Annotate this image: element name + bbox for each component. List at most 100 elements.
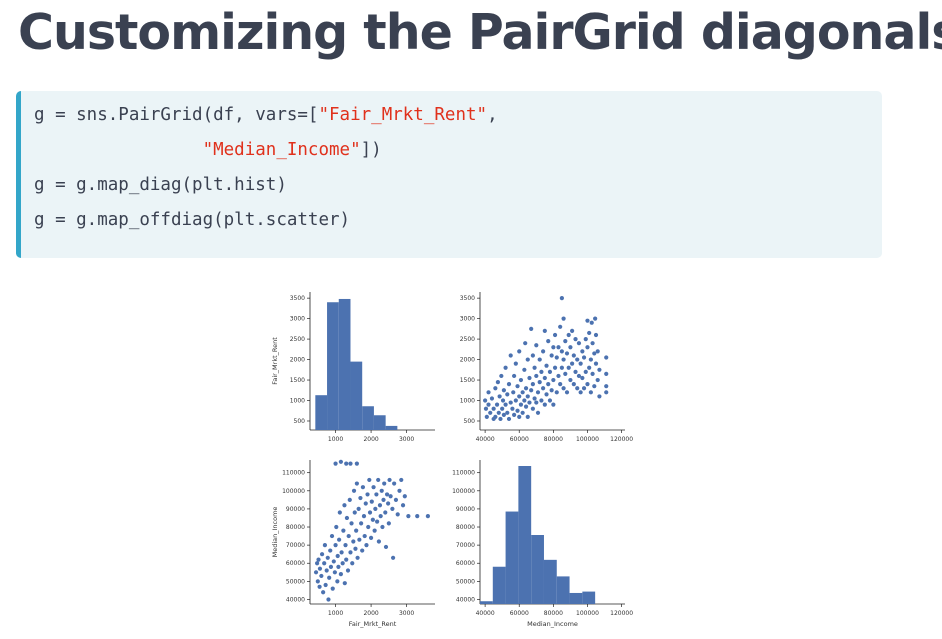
top-right-scatter-point [529,326,534,331]
top-right-scatter-point [563,339,568,344]
top-right-scatter-point [513,361,518,366]
bottom-right-y-tick-label: 70000 [456,542,475,549]
bottom-left-scatter-point [386,521,391,526]
bottom-left-scatter-point [316,557,321,562]
top-right-scatter-point [542,328,547,334]
bottom-left-scatter-point [388,494,393,499]
bottom-left-scatter-point [363,501,368,506]
top-right-scatter-point [523,341,528,346]
top-left-hist-bar [385,425,398,430]
top-right-scatter-point [505,392,510,397]
bottom-left-scatter-point [335,579,340,584]
bottom-left-scatter-point [375,519,380,524]
top-right-scatter-point [556,345,561,350]
top-right-scatter-point [530,382,535,387]
top-right-scatter-point [517,349,522,354]
top-right-scatter-point [494,402,500,407]
top-right-scatter-point [585,382,590,387]
top-right-scatter-point [593,332,599,338]
top-right-scatter-point [587,330,592,336]
bottom-left-scatter-point [323,582,328,588]
bottom-left-scatter-point [360,485,366,490]
top-right-scatter-point [496,410,501,415]
bottom-left-scatter-point [360,548,365,553]
bottom-left-scatter-point [317,566,323,571]
bottom-left-scatter-point [330,586,335,591]
top-right-scatter-point [571,382,576,387]
top-right-scatter-point [515,408,520,413]
top-right-scatter-point [551,402,556,407]
top-right-scatter-point [512,373,517,379]
bottom-left-y-tick-label: 70000 [286,542,305,549]
top-right-scatter-point [525,394,530,399]
bottom-left-x-tick-label: 1000 [328,610,343,617]
top-right-scatter-point [535,410,541,415]
top-right-scatter-point [511,390,516,395]
top-right-scatter-point [568,377,573,383]
top-right-scatter-point [593,361,599,366]
top-right-scatter-point [604,384,609,389]
top-right-scatter-point [503,402,508,407]
top-right-scatter-point [541,386,546,391]
top-right-scatter-point [549,353,554,358]
bottom-right-y-tick-label: 110000 [452,470,475,477]
top-right-scatter-point [551,377,556,383]
bottom-left-scatter-point [361,514,367,519]
top-right-scatter-point [593,316,598,321]
bottom-left-y-tick-label: 40000 [286,596,305,603]
bottom-left-scatter-point [348,550,353,555]
bottom-right-x-tick-label: 80000 [544,610,563,617]
top-right-scatter-point [544,392,549,397]
top-right-y-tick-label: 3500 [460,295,475,302]
bottom-left-scatter-point [397,488,402,493]
top-right-scatter-point [499,373,504,379]
top-right-scatter-point [501,412,506,417]
bottom-left-scatter-point [339,550,344,555]
top-right-scatter-point [486,390,491,395]
top-right-scatter-point [535,390,541,395]
bottom-left-scatter-point [369,499,374,504]
top-right-scatter-point [537,379,542,385]
top-right-scatter-point [489,396,495,401]
bottom-left-scatter-point [425,514,430,519]
top-right-scatter-point [493,414,498,419]
top-right-scatter-point [506,416,512,422]
top-right-scatter-point [595,349,600,354]
top-left-x-tick-label: 3000 [399,436,414,443]
top-right-scatter-point [604,390,609,395]
bottom-left-scatter-point [342,503,347,508]
top-right-scatter-point [544,363,549,368]
top-right-scatter-point [580,375,585,381]
top-right-scatter-point [484,414,489,419]
top-right-scatter-point [590,341,595,346]
top-right-scatter-point [493,386,498,391]
bottom-left-y-tick-label: 100000 [282,488,305,495]
bottom-left-scatter-point [349,521,354,526]
top-right-scatter-point [585,318,590,323]
top-right-scatter-point [575,386,580,391]
bottom-left-scatter-point [319,573,324,579]
top-right-scatter-point [552,332,558,338]
code-line-2: "Median_Income"]) [34,140,382,160]
top-left-hist-bar [327,302,339,430]
top-right-scatter-point [491,406,496,411]
top-right-scatter-point [522,398,527,403]
bottom-left-scatter-point [335,553,340,559]
bottom-left-scatter-point [337,537,342,542]
top-right-scatter-point [563,371,568,376]
bottom-left-scatter-point [399,477,404,483]
top-right-scatter-point [501,388,506,393]
bottom-right-hist-bar [582,591,596,604]
top-right-scatter-point [488,410,493,415]
top-right-scatter-point [539,369,544,374]
code-line-4: g = g.map_offdiag(plt.scatter) [34,210,351,230]
bottom-left-scatter-point [392,481,397,486]
bottom-left-scatter-point [331,559,336,564]
bottom-left-scatter-point [352,510,357,515]
bottom-left-scatter-point [348,461,353,466]
top-right-y-tick-label: 2000 [460,357,475,364]
bottom-right-hist-bar [480,601,493,604]
top-left-hist-bar [350,361,363,430]
top-right-scatter-point [530,353,535,358]
top-right-scatter-point [566,365,571,370]
